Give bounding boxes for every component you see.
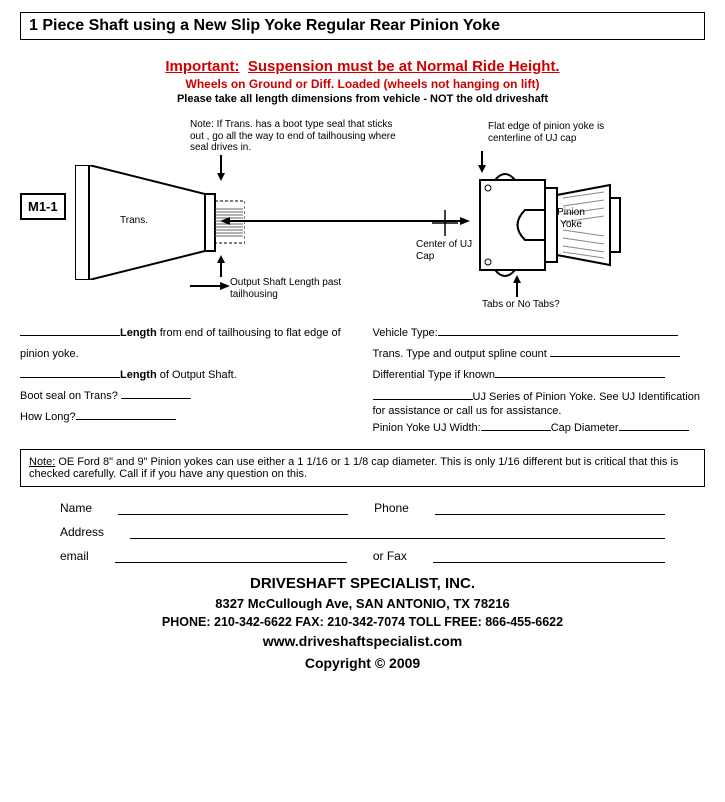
r4: UJ Series of Pinion Yoke. See UJ Identif… (373, 391, 700, 417)
note-box: Note: OE Ford 8" and 9" Pinion yokes can… (20, 449, 705, 487)
fax-label: or Fax (373, 549, 407, 563)
arrow-trans-note-icon (215, 155, 227, 181)
fax-field[interactable] (433, 549, 665, 563)
warning-block: Important: Suspension must be at Normal … (20, 58, 705, 105)
diagram: M1-1 Note: If Trans. has a boot type sea… (20, 115, 705, 315)
footer-address: 8327 McCullough Ave, SAN ANTONIO, TX 782… (20, 596, 705, 611)
arrow-output-down-icon (215, 255, 227, 277)
uj-width-blank[interactable] (481, 430, 551, 431)
l3: Boot seal on Trans? (20, 390, 118, 402)
phone-label: Phone (374, 501, 409, 515)
l2b: of Output Shaft. (157, 369, 237, 381)
name-label: Name (60, 501, 92, 515)
l4: How Long? (20, 411, 76, 423)
tabs-label: Tabs or No Tabs? (482, 299, 560, 311)
warning-note: Please take all length dimensions from v… (20, 93, 705, 105)
vehicle-type-blank[interactable] (438, 335, 678, 336)
trans-type-blank[interactable] (550, 356, 680, 357)
trans-label: Trans. (120, 215, 148, 227)
l2a: Length (120, 369, 157, 381)
footer-web: www.driveshaftspecialist.com (20, 633, 705, 649)
measurement-form: Length from end of tailhousing to flat e… (20, 323, 705, 439)
r2: Trans. Type and output spline count (373, 348, 547, 360)
pinion-label: Pinion Yoke (546, 207, 596, 230)
uj-series-blank[interactable] (373, 399, 473, 400)
arrow-pinion-note-icon (476, 151, 488, 173)
length-blank-2[interactable] (20, 377, 120, 378)
arrow-output-icon (190, 280, 230, 292)
warning-sub: Wheels on Ground or Diff. Loaded (wheels… (20, 77, 705, 91)
trans-note-text: Note: If Trans. has a boot type seal tha… (190, 119, 400, 154)
r5a: Pinion Yoke UJ Width: (373, 422, 481, 434)
email-label: email (60, 549, 89, 563)
diagram-code: M1-1 (20, 193, 66, 220)
arrow-measure-icon (220, 215, 470, 227)
warning-label: Important: (165, 58, 239, 75)
form-left-col: Length from end of tailhousing to flat e… (20, 323, 353, 439)
phone-field[interactable] (435, 501, 665, 515)
l1b: from end of tailhousing to flat edge of … (20, 327, 341, 360)
r3: Differential Type if known (373, 369, 496, 381)
arrow-tabs-icon (511, 275, 523, 297)
footer-company: DRIVESHAFT SPECIALIST, INC. (20, 575, 705, 592)
address-field[interactable] (130, 525, 665, 539)
warning-main: Suspension must be at Normal Ride Height… (248, 58, 560, 75)
r1: Vehicle Type: (373, 327, 438, 339)
cap-dia-blank[interactable] (619, 430, 689, 431)
address-label: Address (60, 525, 104, 539)
boot-seal-blank[interactable] (121, 398, 191, 399)
output-label: Output Shaft Length past tailhousing (230, 277, 380, 300)
pinion-note-text: Flat edge of pinion yoke is centerline o… (488, 121, 638, 144)
diff-type-blank[interactable] (495, 377, 665, 378)
center-label: Center of UJ Cap (416, 239, 476, 262)
page-title: 1 Piece Shaft using a New Slip Yoke Regu… (20, 12, 705, 40)
form-right-col: Vehicle Type: Trans. Type and output spl… (373, 323, 706, 439)
note-text: OE Ford 8" and 9" Pinion yokes can use e… (29, 456, 678, 480)
contact-block: Name Phone Address email or Fax (60, 501, 665, 563)
r5b: Cap Diameter (551, 422, 619, 434)
email-field[interactable] (115, 549, 347, 563)
how-long-blank[interactable] (76, 419, 176, 420)
l1a: Length (120, 327, 157, 339)
length-blank-1[interactable] (20, 335, 120, 336)
name-field[interactable] (118, 501, 348, 515)
footer-phone: PHONE: 210-342-6622 FAX: 210-342-7074 TO… (20, 615, 705, 629)
footer-copyright: Copyright © 2009 (20, 655, 705, 671)
footer: DRIVESHAFT SPECIALIST, INC. 8327 McCullo… (20, 575, 705, 671)
